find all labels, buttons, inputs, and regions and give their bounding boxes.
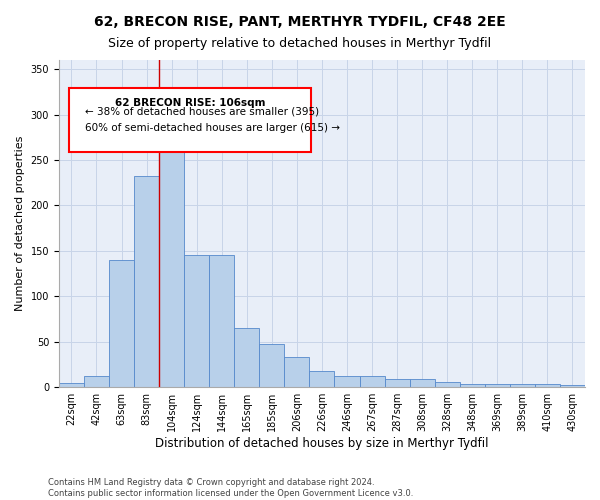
X-axis label: Distribution of detached houses by size in Merthyr Tydfil: Distribution of detached houses by size …: [155, 437, 489, 450]
Y-axis label: Number of detached properties: Number of detached properties: [15, 136, 25, 312]
Bar: [535, 384, 560, 387]
Bar: [434, 382, 460, 387]
Bar: [410, 379, 434, 387]
Bar: [284, 357, 310, 387]
Bar: [234, 328, 259, 387]
Bar: [184, 256, 209, 387]
Bar: [134, 176, 159, 387]
Bar: [159, 126, 184, 387]
Bar: [485, 384, 510, 387]
Bar: [359, 376, 385, 387]
Bar: [109, 260, 134, 387]
Bar: [385, 379, 410, 387]
Bar: [560, 386, 585, 387]
Text: 62, BRECON RISE, PANT, MERTHYR TYDFIL, CF48 2EE: 62, BRECON RISE, PANT, MERTHYR TYDFIL, C…: [94, 15, 506, 29]
Bar: [334, 376, 359, 387]
Text: Size of property relative to detached houses in Merthyr Tydfil: Size of property relative to detached ho…: [109, 38, 491, 51]
Text: ← 38% of detached houses are smaller (395)
60% of semi-detached houses are large: ← 38% of detached houses are smaller (39…: [85, 107, 340, 132]
Bar: [510, 384, 535, 387]
Bar: [310, 371, 334, 387]
Bar: [209, 256, 234, 387]
Text: 62 BRECON RISE: 106sqm: 62 BRECON RISE: 106sqm: [115, 98, 266, 108]
Bar: [460, 384, 485, 387]
Bar: [84, 376, 109, 387]
Bar: [59, 382, 84, 387]
FancyBboxPatch shape: [70, 88, 311, 152]
Bar: [259, 344, 284, 387]
Text: Contains HM Land Registry data © Crown copyright and database right 2024.
Contai: Contains HM Land Registry data © Crown c…: [48, 478, 413, 498]
